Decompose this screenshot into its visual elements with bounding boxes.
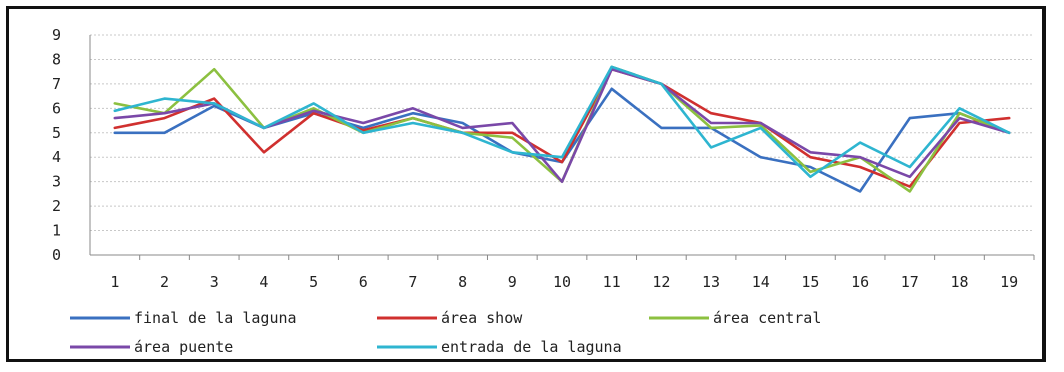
x-tick-label: 1 [110,273,119,291]
series-line-2 [113,67,1011,188]
x-tick-label: 13 [702,273,720,291]
x-tick-label: 3 [210,273,219,291]
y-tick-label: 7 [52,75,61,93]
y-tick-label: 1 [52,222,61,240]
x-tick-label: 7 [408,273,417,291]
chart-frame [6,6,1046,362]
y-tick-label: 4 [52,148,61,166]
y-tick-label: 3 [52,173,61,191]
x-tick-label: 16 [851,273,869,291]
y-tick-label: 8 [52,50,61,68]
x-tick-label: 17 [901,273,919,291]
legend-label-1: final de la laguna [134,309,297,327]
x-tick-label: 4 [259,273,268,291]
y-tick-label: 0 [52,246,61,264]
x-tick-label: 19 [1000,273,1018,291]
legend-label-3: área central [713,309,821,327]
y-tick-label: 5 [52,124,61,142]
y-tick-label: 6 [52,99,61,117]
x-tick-label: 2 [160,273,169,291]
x-tick-label: 8 [458,273,467,291]
x-tick-label: 15 [801,273,819,291]
legend-label-2: área show [441,309,523,327]
series-line-5 [113,65,1011,179]
x-tick-label: 6 [359,273,368,291]
x-tick-label: 5 [309,273,318,291]
x-tick-label: 18 [950,273,968,291]
y-tick-label: 2 [52,197,61,215]
x-tick-label: 11 [603,273,621,291]
legend-label-4: área puente [134,338,233,356]
x-tick-label: 9 [508,273,517,291]
y-tick-label: 9 [52,26,61,44]
x-tick-label: 10 [553,273,571,291]
series-line-1 [113,87,1011,193]
x-tick-label: 12 [652,273,670,291]
series-line-4 [113,67,1011,183]
x-tick-label: 14 [752,273,770,291]
legend-label-5: entrada de la laguna [441,338,622,356]
